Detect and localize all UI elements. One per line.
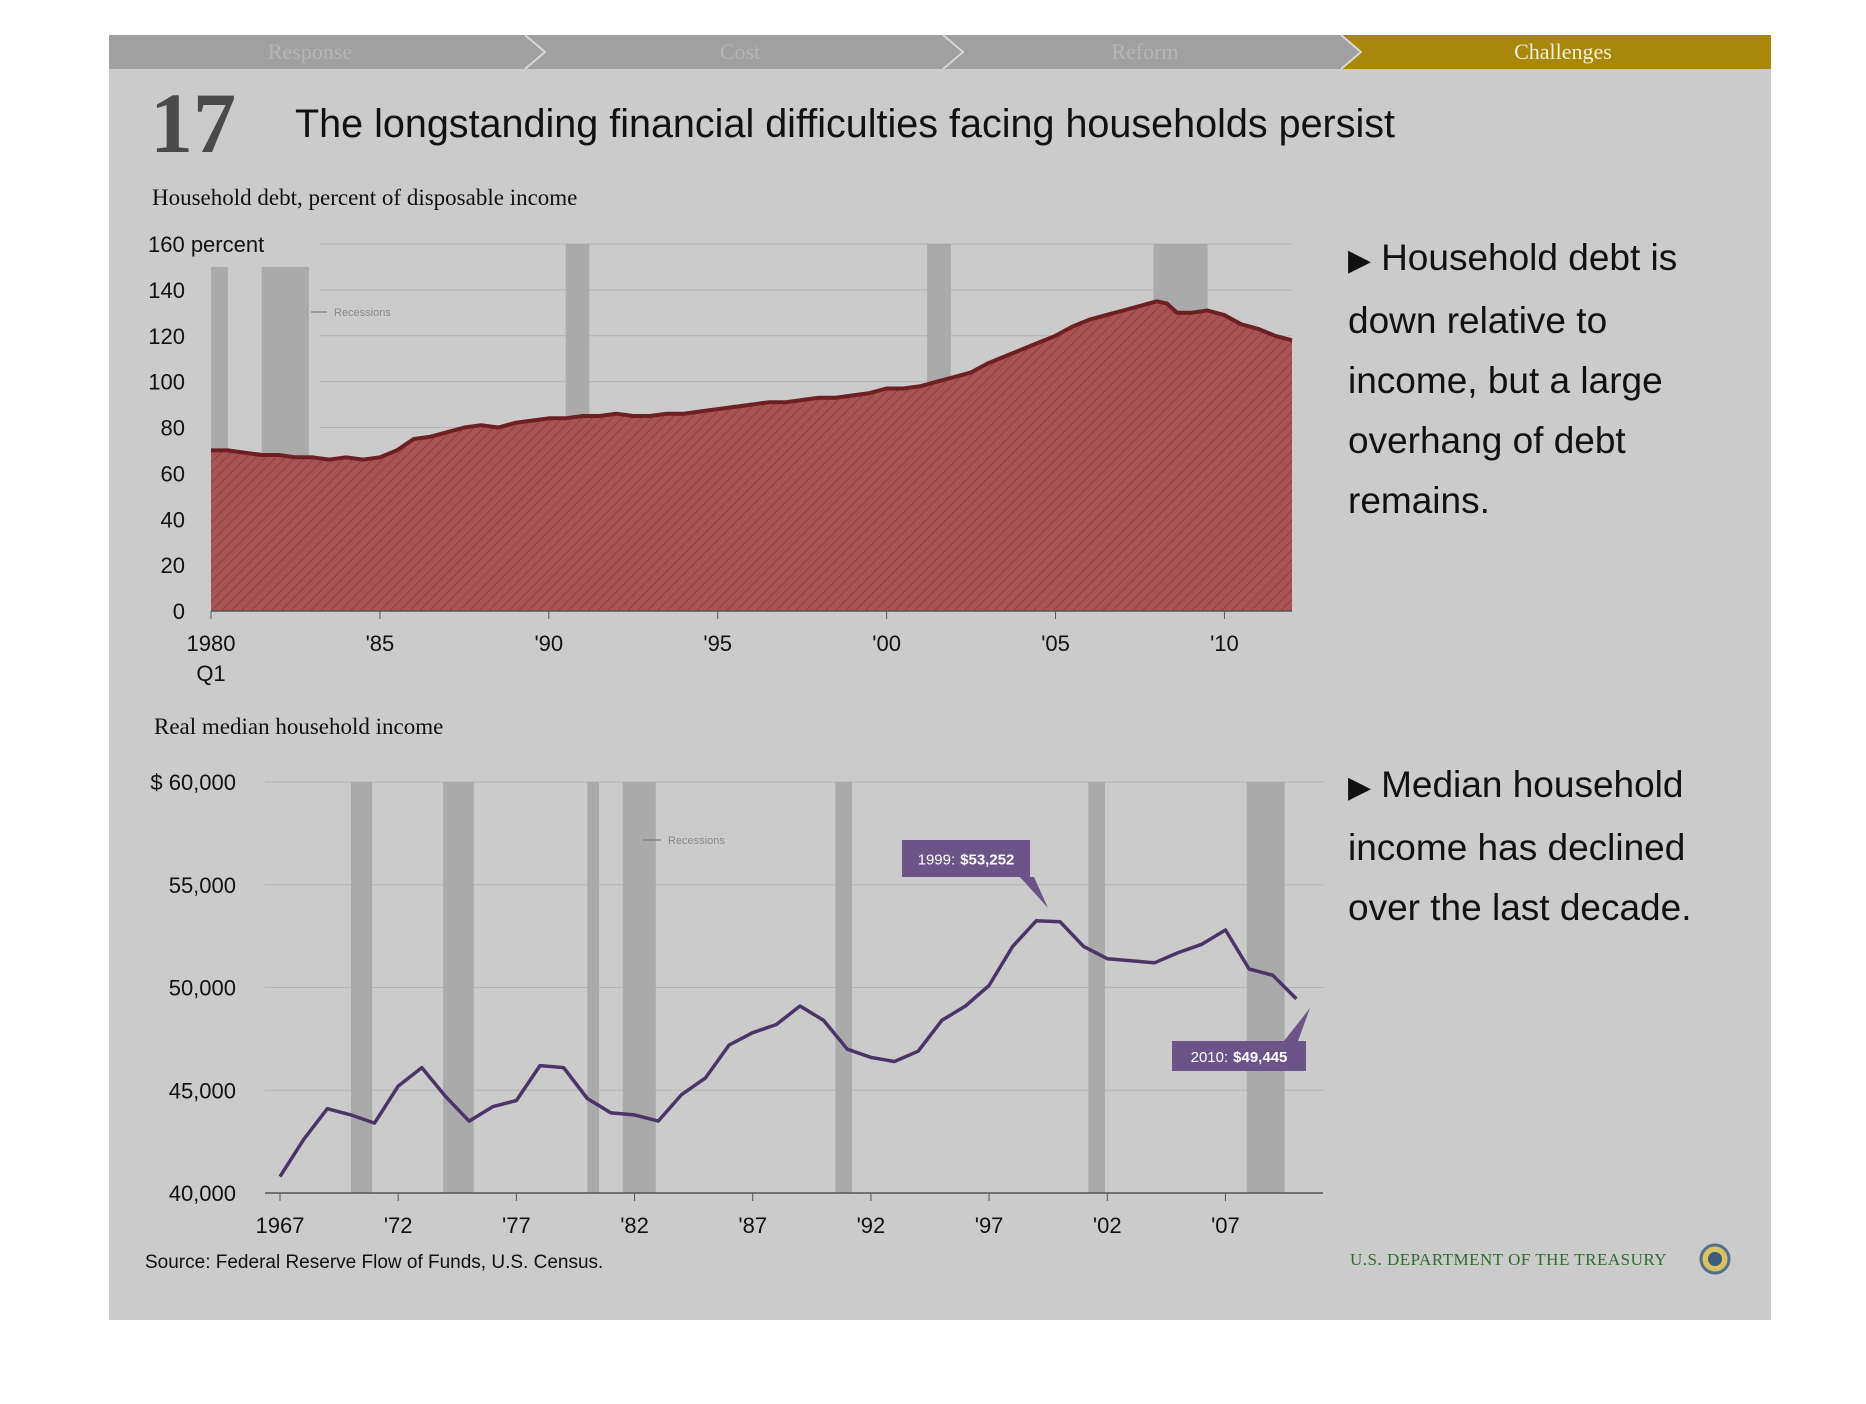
- tab-challenges[interactable]: [1341, 35, 1771, 69]
- x-tick-label: '02: [1093, 1213, 1122, 1238]
- page-title: The longstanding financial difficulties …: [295, 102, 1395, 146]
- tab-response-label: Response: [268, 39, 352, 64]
- legend-label: Recessions: [668, 835, 725, 847]
- x-tick-label: '97: [975, 1213, 1004, 1238]
- bullet-arrow-icon: ▶: [1348, 244, 1372, 277]
- legend-label: Recessions: [334, 307, 391, 319]
- x-tick-label: '05: [1041, 631, 1070, 656]
- source-note: Source: Federal Reserve Flow of Funds, U…: [145, 1252, 603, 1273]
- tab-challenges-label: Challenges: [1514, 39, 1612, 64]
- tab-cost-label: Cost: [720, 39, 760, 64]
- callout-label: 1999: $53,252: [918, 852, 1015, 869]
- x-tick-label: '95: [703, 631, 732, 656]
- y-tick-label: 140: [148, 278, 185, 303]
- debt-area: [211, 301, 1292, 611]
- y-tick-label: 100: [148, 370, 185, 395]
- tab-reform-label: Reform: [1111, 39, 1178, 64]
- y-tick-label: 60: [161, 461, 185, 486]
- debt-chart-title: Household debt, percent of disposable in…: [152, 185, 577, 210]
- bullet-arrow-icon: ▶: [1348, 771, 1372, 804]
- x-tick-label: 1967: [256, 1213, 305, 1238]
- recession-bar: [835, 782, 852, 1193]
- nav-bar: Response Cost Reform Challenges: [109, 34, 1771, 70]
- x-tick-label: 1980: [187, 631, 236, 656]
- recession-bar: [350, 782, 373, 1193]
- x-tick-label: '82: [620, 1213, 649, 1238]
- callout-box: [902, 840, 1030, 877]
- bullet-debt: ▶ Household debt is down relative to inco…: [1348, 228, 1738, 531]
- x-tick-label: '07: [1211, 1213, 1240, 1238]
- tab-response[interactable]: [109, 35, 545, 69]
- callout-pointer: [1020, 877, 1048, 908]
- callout-label: 2010: $49,445: [1191, 1049, 1288, 1066]
- y-tick-label: 45,000: [169, 1078, 236, 1103]
- tab-chevron: [942, 34, 965, 70]
- y-tick-label: 55,000: [169, 873, 236, 898]
- income-line: [278, 918, 1298, 1178]
- tab-chevron: [1340, 34, 1363, 70]
- callout-pointer: [1284, 1008, 1310, 1041]
- callout-value: $53,252: [960, 852, 1014, 869]
- recession-bar: [622, 782, 656, 1193]
- callout-year: 1999:: [918, 852, 956, 869]
- tab-reform[interactable]: [943, 35, 1361, 69]
- x-tick-label: '85: [366, 631, 395, 656]
- income-chart: 40,000 45,000 50,000 55,000 $ 60,000 1967 '72 '…: [150, 770, 1323, 1238]
- tab-cost[interactable]: [525, 35, 963, 69]
- y-tick-label: 0: [173, 599, 185, 624]
- y-tick-label: 120: [148, 324, 185, 349]
- callout-box: [1172, 1041, 1306, 1071]
- debt-chart: 0 20 40 60 80 100 120 140 160 percent 1980 '85 '90 '…: [148, 232, 1293, 686]
- y-tick-label: $ 60,000: [150, 770, 236, 795]
- y-tick-label: 50,000: [169, 976, 236, 1001]
- x-tick-label: '10: [1210, 631, 1239, 656]
- tab-chevron: [524, 34, 547, 70]
- slide-number: 17: [150, 75, 236, 171]
- x-tick-label: '92: [857, 1213, 886, 1238]
- y-tick-label: 20: [161, 553, 185, 578]
- callout-value: $49,445: [1233, 1049, 1287, 1066]
- bullet-income-text: Median household income has declined ove…: [1348, 764, 1692, 928]
- recession-bar: [443, 782, 474, 1193]
- recession-bar: [587, 782, 600, 1193]
- bullet-income: ▶ Median household income has declined ov…: [1348, 755, 1738, 938]
- recession-bar: [1088, 782, 1105, 1193]
- value-callout: 2010: $49,445: [1172, 1008, 1310, 1071]
- callout-year: 2010:: [1191, 1049, 1229, 1066]
- y-tick-label: 40,000: [169, 1181, 236, 1206]
- x-tick-label: '72: [384, 1213, 413, 1238]
- bullet-debt-text: Household debt is down relative to incom…: [1348, 237, 1678, 521]
- y-tick-label: 80: [161, 416, 185, 441]
- recession-bar: [1246, 782, 1285, 1193]
- income-chart-title: Real median household income: [154, 714, 443, 739]
- x-tick-label: '77: [502, 1213, 531, 1238]
- agency-name: U.S. DEPARTMENT OF THE TREASURY: [1350, 1250, 1667, 1269]
- x-tick-label: '87: [738, 1213, 767, 1238]
- value-callout: 1999: $53,252: [902, 840, 1048, 908]
- x-tick-label: '90: [534, 631, 563, 656]
- debt-line: [211, 299, 1293, 462]
- y-tick-label: 40: [161, 507, 185, 532]
- x-tick-label: '00: [872, 631, 901, 656]
- y-axis-label: 160 percent: [148, 232, 264, 257]
- treasury-seal-icon: [1699, 1243, 1731, 1275]
- x-tick-sublabel: Q1: [196, 661, 225, 686]
